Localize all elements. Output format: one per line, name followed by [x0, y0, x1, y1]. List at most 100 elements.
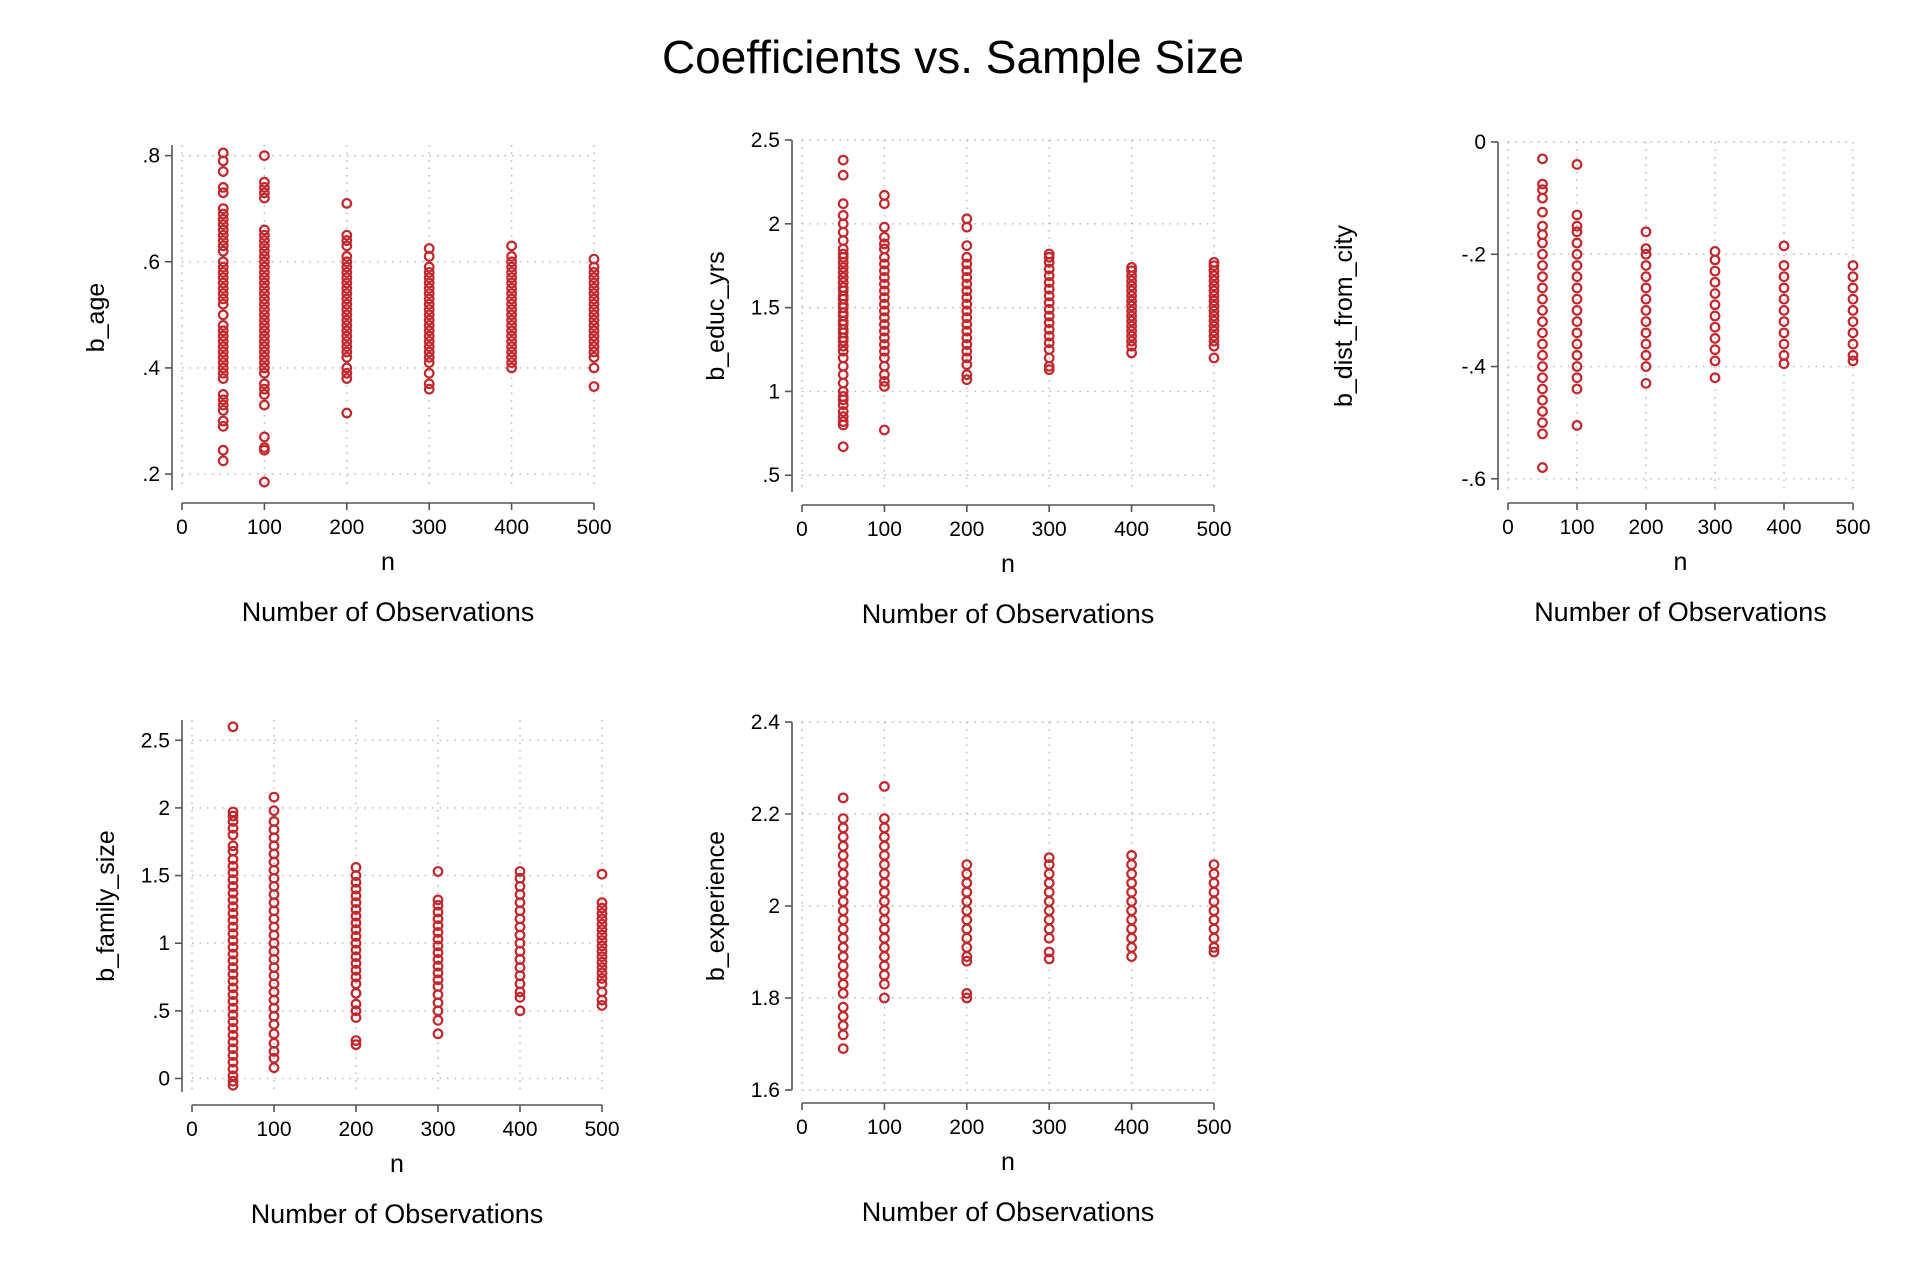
data-point [1571, 237, 1583, 249]
y-tick-label: 1 [158, 932, 170, 955]
data-point [837, 942, 849, 953]
data-point [432, 947, 444, 959]
axes: 1.6 1.8 2 2.2 2.4 0 100 200 300 400 500 [751, 711, 1232, 1139]
data-point [1208, 300, 1220, 312]
data-point [506, 282, 518, 294]
y-tick-label: -.6 [1461, 468, 1486, 491]
data-point [258, 245, 270, 257]
data-point [961, 895, 973, 907]
data-point [1571, 271, 1583, 283]
data-point [217, 444, 229, 456]
data-point [341, 320, 353, 331]
data-point [596, 868, 608, 880]
data-point [258, 335, 270, 347]
data-point [1847, 327, 1859, 339]
data-point [588, 320, 600, 331]
data-point [1847, 338, 1859, 350]
data-point [878, 369, 890, 381]
data-point [217, 309, 229, 321]
x-axis-title: n [1001, 550, 1015, 578]
data-point [258, 383, 270, 395]
data-point [514, 866, 526, 877]
data-point [268, 1028, 280, 1040]
data-point [341, 261, 353, 273]
x-tick-label: 100 [247, 516, 282, 539]
data-point [1043, 303, 1055, 315]
data-point [1208, 325, 1220, 337]
data-point [1126, 320, 1138, 332]
note: Number of Observations [862, 599, 1155, 629]
data-point [1537, 361, 1548, 372]
data-point [423, 309, 435, 321]
data-point [350, 1005, 362, 1017]
data-point [432, 926, 444, 938]
data-point [1537, 184, 1548, 196]
data-point [217, 455, 229, 467]
data-point [1208, 320, 1220, 332]
data-point [961, 285, 973, 297]
data-point [1537, 248, 1548, 260]
data-point [258, 293, 270, 305]
y-tick-label: .5 [762, 464, 780, 487]
data-point [1571, 338, 1583, 350]
data-point [217, 373, 229, 384]
data-point [217, 235, 229, 246]
y-tick-label: -.4 [1461, 356, 1486, 379]
data-point [217, 272, 229, 284]
x-tick-label: 100 [1559, 516, 1594, 539]
data-point [258, 240, 270, 252]
data-point [341, 367, 353, 379]
data-point [506, 341, 518, 353]
data-point [514, 1005, 526, 1017]
data-point [341, 373, 353, 384]
data-point [506, 277, 518, 289]
data-point [258, 367, 270, 379]
data-point [1537, 338, 1548, 350]
data-point [1043, 364, 1055, 376]
data-point [258, 341, 270, 353]
data-point [258, 362, 270, 374]
data-point [217, 219, 229, 231]
data-point [432, 1028, 444, 1040]
data-point [837, 960, 849, 972]
axes: .5 1 1.5 2 2.5 0 100 200 300 400 500 [751, 129, 1232, 541]
data-point [1640, 361, 1652, 372]
data-point [217, 261, 229, 273]
data-point [227, 989, 239, 1001]
data-point [423, 266, 435, 278]
x-tick-label: 0 [176, 516, 188, 539]
data-point [837, 335, 849, 347]
data-point [217, 203, 229, 215]
data-point [596, 935, 608, 946]
data-point [1208, 275, 1220, 287]
x-tick-label: 0 [796, 1116, 808, 1139]
data-point [1126, 300, 1138, 312]
note: Number of Observations [251, 1199, 544, 1229]
data-point [1126, 280, 1138, 292]
data-point [1571, 316, 1583, 328]
data-point [961, 325, 973, 337]
data-point [1571, 327, 1583, 339]
data-point [1208, 260, 1220, 272]
data-point [837, 267, 849, 278]
data-point [217, 320, 229, 331]
data-point [878, 868, 890, 880]
data-point [1778, 282, 1790, 294]
note: Number of Observations [1534, 597, 1827, 627]
data-point [837, 914, 849, 926]
data-point [961, 278, 973, 290]
data-point [961, 265, 973, 277]
data-point [1640, 271, 1652, 283]
data-point [596, 929, 608, 941]
data-point [227, 894, 239, 906]
data-point [514, 986, 526, 998]
x-tick-label: 100 [867, 1116, 902, 1139]
data-point [1043, 263, 1055, 275]
data-point [1571, 420, 1583, 431]
data-point [1778, 358, 1790, 370]
data-point [837, 1043, 849, 1055]
data-point [514, 991, 526, 1003]
data-point [217, 389, 229, 400]
data-point [423, 277, 435, 289]
data-point [217, 166, 229, 177]
